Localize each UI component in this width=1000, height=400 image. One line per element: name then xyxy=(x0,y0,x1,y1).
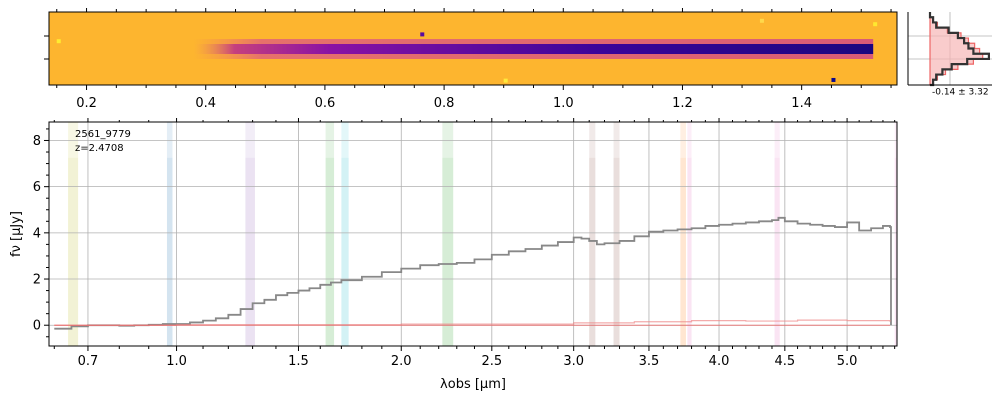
redshift-label: z=2.4708 xyxy=(75,143,124,154)
emission-line-band xyxy=(341,122,349,346)
emission-line-band-inner xyxy=(774,157,780,346)
profile-annotation: -0.14 ± 3.32 xyxy=(932,88,989,98)
spectrum-2d-frame xyxy=(48,11,898,86)
spectrum-2d-x-tick-label: 0.4 xyxy=(195,96,216,111)
trace-core xyxy=(193,44,874,54)
emission-line-bands xyxy=(68,122,897,346)
spectrum-2d-x-axis: 0.2 0.4 0.6 0.8 1.0 1.2 1.4 xyxy=(56,8,892,111)
y-tick-label: 6 xyxy=(33,180,41,195)
emission-line-band xyxy=(613,122,620,346)
spectrum-1d-x-axis: 0.7 1.0 1.5 2.0 2.5 3.0 3.5 4.0 4.5 5.0 xyxy=(53,118,896,369)
emission-line-band-inner xyxy=(442,157,454,346)
emission-line-band-inner xyxy=(613,157,620,346)
spectrum-1d-panel: 0.7 1.0 1.5 2.0 2.5 3.0 3.5 4.0 4.5 5.0 0 2 4 6 8 256… xyxy=(9,118,898,392)
x-tick-label: 5.0 xyxy=(837,354,858,369)
emission-line-band xyxy=(442,122,454,346)
y-axis-title: fν [μJy] xyxy=(9,211,24,257)
spectrum-2d-x-tick-label: 0.2 xyxy=(76,96,97,111)
y-tick-label: 4 xyxy=(33,226,41,241)
y-tick-label: 8 xyxy=(33,134,41,149)
spectrum-2d-x-tick-label: 1.4 xyxy=(791,96,812,111)
emission-line-band xyxy=(894,122,897,346)
emission-line-band xyxy=(774,122,780,346)
x-tick-label: 1.0 xyxy=(166,354,187,369)
emission-line-band-inner xyxy=(166,157,173,346)
emission-line-band-inner xyxy=(687,157,692,346)
spectrum-2d-x-tick-label: 0.6 xyxy=(315,96,336,111)
profile-lines xyxy=(928,12,990,87)
emission-line-band xyxy=(245,122,255,346)
noise-pixel xyxy=(873,22,878,27)
spectrum-2d-panel: 0.2 0.4 0.6 0.8 1.0 1.2 1.4 xyxy=(44,8,898,111)
spectrum-1d-frame xyxy=(48,121,898,347)
profile-data-line xyxy=(928,12,990,87)
spectrum-1d-background xyxy=(49,122,897,346)
emission-line-band xyxy=(687,122,692,346)
emission-line-band-inner xyxy=(341,157,349,346)
emission-line-band xyxy=(166,122,173,346)
profile-panel: -0.14 ± 3.32 xyxy=(907,12,992,98)
x-tick-label: 4.5 xyxy=(774,354,795,369)
emission-line-band-inner xyxy=(680,157,686,346)
emission-line-band xyxy=(68,122,79,346)
x-tick-label: 1.5 xyxy=(288,354,309,369)
emission-line-band-inner xyxy=(589,157,596,346)
spectrum-1d-series xyxy=(54,216,892,330)
spectrum-2d-x-tick-label: 0.8 xyxy=(434,96,455,111)
spectrum-1d-y-axis: 0 2 4 6 8 xyxy=(33,128,49,338)
spectrum-2d-trace xyxy=(56,18,878,83)
emission-line-band-inner xyxy=(325,157,335,346)
object-id-label: 2561_9779 xyxy=(75,129,131,140)
x-tick-label: 4.0 xyxy=(709,354,730,369)
spectrum-data-line xyxy=(54,216,892,330)
emission-line-band xyxy=(589,122,596,346)
x-tick-label: 3.5 xyxy=(639,354,660,369)
noise-pixel xyxy=(759,18,764,23)
emission-line-band-inner xyxy=(245,157,255,346)
spectrum-2d-x-tick-label: 1.0 xyxy=(553,96,574,111)
emission-line-band-inner xyxy=(68,157,79,346)
x-axis-title: λobs [μm] xyxy=(440,377,506,392)
noise-pixel xyxy=(56,39,61,44)
x-tick-label: 3.0 xyxy=(563,354,584,369)
noise-pixel xyxy=(503,78,508,83)
x-tick-label: 2.0 xyxy=(391,354,412,369)
emission-line-band-inner xyxy=(894,157,897,346)
emission-line-band xyxy=(680,122,686,346)
noise-pixel xyxy=(420,32,425,37)
x-tick-label: 0.7 xyxy=(78,354,99,369)
spectrum-2d-x-tick-label: 1.2 xyxy=(672,96,693,111)
y-tick-label: 2 xyxy=(33,273,41,288)
x-tick-label: 2.5 xyxy=(481,354,502,369)
emission-line-band xyxy=(325,122,335,346)
y-tick-label: 0 xyxy=(33,319,41,334)
noise-pixel xyxy=(831,77,836,82)
